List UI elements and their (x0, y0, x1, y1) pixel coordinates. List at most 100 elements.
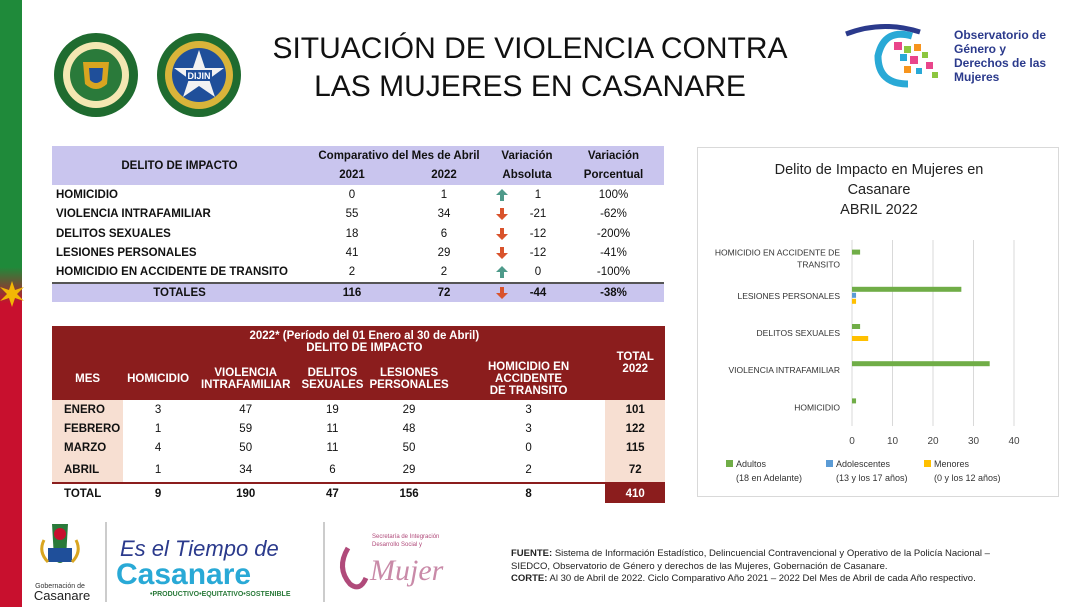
bar-adultos (852, 249, 861, 255)
monthly-row: MARZO 4 50 11 50 0 115 (52, 438, 665, 457)
vif-value: 59 (239, 422, 253, 435)
lp-col-header: LESIONES PERSONALES (366, 358, 452, 400)
chart-title-line: Casanare (847, 182, 911, 198)
bar-adultos (852, 286, 962, 292)
lp-value: 50 (402, 441, 416, 454)
trend-cell (491, 263, 513, 283)
month-total: 122 (605, 419, 665, 438)
observatorio-line: Observatorio de (954, 28, 1047, 42)
variation-abs: -21 (529, 208, 547, 221)
col-var-abs-header: Variación (491, 146, 563, 166)
legend-swatch (826, 460, 833, 467)
monthly-corner (52, 326, 124, 358)
hat-col-header: HOMICIDIO EN ACCIDENTE DE TRANSITO (451, 358, 606, 400)
col-var-pct-sub: Porcentual (563, 165, 664, 185)
lp-value: 29 (402, 403, 416, 416)
comparative-header-row: DELITO DE IMPACTO Comparativo del Mes de… (52, 146, 664, 185)
total-ds: 47 (298, 482, 367, 503)
ds-line: SEXUALES (301, 379, 364, 391)
bar-adultos (852, 398, 857, 404)
monthly-header-row: 2022* (Período del 01 Enero al 30 de Abr… (52, 326, 665, 400)
secretaria-line2: Desarrollo Social y (372, 542, 422, 548)
monthly-row: ABRIL 1 34 6 29 2 72 (52, 457, 665, 483)
monthly-totals-row: TOTAL 9 190 47 156 8 410 (52, 482, 665, 503)
svg-text:DIJIN: DIJIN (187, 71, 210, 81)
legend-sublabel: (18 en Adelante) (736, 473, 802, 483)
legend-label: Adolescentes (836, 459, 891, 469)
arrow-down-icon (496, 227, 508, 240)
category-label: DELITOS SEXUALES (757, 328, 841, 338)
observatorio-line: Género y (954, 42, 1007, 56)
arrow-up-icon (496, 266, 508, 279)
gov-label: Gobernación de (35, 583, 85, 590)
totals-abs: -44 (513, 281, 563, 302)
crime-name: LESIONES PERSONALES (56, 247, 197, 260)
col-var-abs-sub: Absoluta (491, 165, 563, 185)
observatorio-line: Mujeres (954, 70, 1000, 84)
monthly-period-header: 2022* (Período del 01 Enero al 30 de Abr… (123, 326, 606, 358)
value-2021: 2 (348, 266, 356, 279)
variation-pct: -62% (600, 208, 627, 221)
bar-adultos (852, 324, 861, 329)
total-lp: 156 (366, 482, 452, 503)
total-hat: 8 (451, 482, 606, 503)
variation-pct: -200% (596, 227, 631, 240)
hat-value: 0 (525, 441, 532, 454)
comparative-totals-row: TOTALES 116 72 -44 -38% (52, 281, 664, 302)
value-2022: 2 (440, 266, 448, 279)
value-2022: 29 (437, 247, 451, 260)
corte-paragraph: CORTE: Al 30 de Abril de 2022. Ciclo Com… (511, 573, 1021, 586)
x-tick-label: 0 (849, 436, 855, 447)
value-2022: 1 (440, 188, 448, 201)
observatorio-logo-icon (845, 23, 938, 88)
monthly-total-header: TOTAL 2022 (605, 326, 665, 400)
chart-title-line: Delito de Impacto en Mujeres en (774, 162, 984, 178)
secretaria-line3: Mujer (369, 554, 444, 587)
lp-line: PERSONALES (369, 379, 449, 391)
trend-cell (491, 244, 513, 264)
lp-line: LESIONES (379, 367, 439, 379)
totals-2021: 116 (307, 281, 397, 302)
bar-menores (852, 298, 857, 304)
col-compare-header: Comparativo del Mes de Abril (307, 146, 491, 166)
legend-swatch (924, 460, 931, 467)
month-total: 101 (605, 400, 665, 419)
homicidio-value: 1 (154, 463, 162, 476)
ds-line: DELITOS (307, 367, 358, 379)
category-label: TRANSITO (797, 260, 840, 270)
monthly-table: 2022* (Período del 01 Enero al 30 de Abr… (52, 326, 665, 503)
legend-sublabel: (13 y los 17 años) (836, 473, 908, 483)
value-2022: 6 (440, 227, 448, 240)
value-2021: 0 (348, 188, 356, 201)
legend-label: Adultos (736, 459, 767, 469)
fuente-paragraph: FUENTE: Sistema de Información Estadísti… (511, 548, 1021, 573)
comparative-subheader-row: 2021 2022 Absoluta Porcentual (52, 165, 664, 185)
comparative-row: HOMICIDIO EN ACCIDENTE DE TRANSITO 2 2 0 -10… (52, 263, 664, 283)
variation-abs: 0 (534, 266, 542, 279)
trend-cell (491, 185, 513, 205)
variation-pct: 100% (598, 188, 629, 201)
bar-adultos (852, 361, 990, 367)
hat-value: 2 (525, 463, 532, 476)
vif-value: 34 (239, 463, 253, 476)
ds-value: 11 (326, 441, 339, 454)
lp-value: 48 (402, 422, 416, 435)
month-name: ENERO (52, 400, 124, 419)
footer-source: FUENTE: Sistema de Información Estadísti… (511, 548, 1021, 586)
secretaria-line1: Secretaría de Integración (372, 534, 439, 540)
x-tick-label: 40 (1008, 436, 1020, 447)
value-2021: 55 (345, 208, 359, 221)
slogan-line2: Casanare (116, 558, 251, 591)
grand-total: 410 (605, 482, 665, 503)
month-name: ABRIL (52, 457, 124, 483)
value-2021: 18 (345, 227, 359, 240)
monthly-group: DELITO DE IMPACTO (306, 342, 423, 354)
homicidio-col-header: HOMICIDIO (123, 358, 193, 400)
variation-abs: -12 (529, 227, 547, 240)
vif-value: 50 (239, 441, 253, 454)
monthly-period: 2022* (Período del 01 Enero al 30 de Abr… (249, 330, 480, 342)
crime-name: HOMICIDIO EN ACCIDENTE DE TRANSITO (56, 266, 288, 279)
monthly-subheader-row: MES HOMICIDIO VIOLENCIA INTRAFAMILIAR DEL… (52, 358, 665, 400)
crime-name: VIOLENCIA INTRAFAMILIAR (56, 208, 211, 221)
hat-value: 3 (525, 422, 532, 435)
